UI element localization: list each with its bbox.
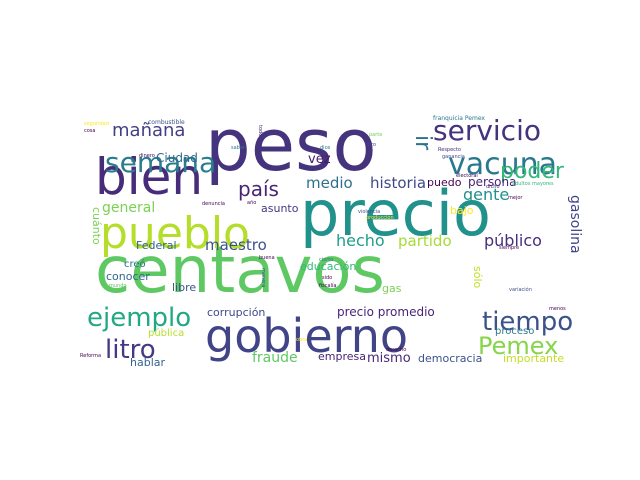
word-proceso: proceso xyxy=(495,326,534,337)
word-puedo: puedo xyxy=(427,176,462,189)
cloud-words: centavos peso precio gobierno pueblo bie… xyxy=(80,103,583,369)
word-parte: parte xyxy=(369,132,382,138)
word-partido: partido xyxy=(398,232,452,250)
word-gasolina: gasolina xyxy=(567,195,583,254)
word-pueblo: pueblo xyxy=(100,208,250,259)
word-denuncia: denuncia xyxy=(202,201,225,207)
word-Federal: Federal xyxy=(136,239,177,252)
word-empresa: empresa xyxy=(318,350,366,363)
word-Pemex: Pemex xyxy=(478,332,558,360)
word-mejor: mejor xyxy=(508,195,523,201)
word-pais: país xyxy=(238,177,279,201)
word-Ciudad: Ciudad xyxy=(156,151,198,165)
word-publico: público xyxy=(484,231,542,250)
word-manana: mañana xyxy=(112,120,185,141)
word-general: general xyxy=(102,200,155,216)
word-tiempo: tiempo xyxy=(482,307,573,337)
word-democracia: democracia xyxy=(418,352,482,365)
word-historia: historia xyxy=(370,174,426,192)
word-vacuna: vacuna xyxy=(448,147,557,182)
word-maestro: maestro xyxy=(205,236,267,254)
word-gas: gas xyxy=(382,282,402,295)
word-semana: semana xyxy=(105,146,216,179)
word-variacion: variación xyxy=(509,286,532,293)
word-conocer: conocer xyxy=(106,270,150,283)
word-Respecto: Respecto xyxy=(438,147,461,153)
word-dice: dice xyxy=(320,145,330,151)
word-sido: sido xyxy=(322,275,332,281)
word-mundo: mundo xyxy=(109,283,126,289)
word-hablar: hablar xyxy=(130,356,165,369)
word-gobierno: gobierno xyxy=(205,309,408,363)
word-precio: precio xyxy=(300,177,491,250)
word-ejemplo: ejemplo xyxy=(87,303,191,333)
word-anio: año xyxy=(247,200,256,206)
word-manera: manera xyxy=(260,268,266,287)
word-libre: libre xyxy=(172,281,196,294)
word-mismo: mismo xyxy=(367,351,411,366)
word-peso: peso xyxy=(205,103,377,187)
word-servicio: servicio xyxy=(433,114,541,147)
word-franquicia-Pemex: franquicia Pemex xyxy=(433,115,485,122)
word-derecho: derecho xyxy=(386,347,406,353)
word-buena: buena xyxy=(259,255,275,261)
word-produccion: producción xyxy=(366,214,394,221)
word-precio-promedio: precio promedio xyxy=(337,305,435,319)
word-vez: vez xyxy=(308,152,331,167)
word-ganancia: ganancia xyxy=(442,154,465,160)
word-litro: litro xyxy=(105,335,156,365)
word-menos: menos xyxy=(549,306,566,312)
word-fiscalia: fiscalía xyxy=(319,282,336,289)
word-obra: obra xyxy=(296,337,307,343)
word-seguridad: seguridad xyxy=(84,121,109,127)
word-fraude: fraude xyxy=(252,350,298,366)
word-importante: importante xyxy=(503,352,564,365)
word-educacion: educación xyxy=(300,260,356,273)
word-combustible: combustible xyxy=(148,119,185,126)
word-cuanto: cuánto xyxy=(90,207,103,245)
word-dinero: dinero xyxy=(139,153,155,159)
word-bajo: bajo xyxy=(450,204,474,217)
word-adultos-mayores: adultos mayores xyxy=(512,181,554,187)
word-libro: libro xyxy=(365,142,376,148)
word-poder: poder xyxy=(500,159,565,184)
word-dicho: dicho xyxy=(486,184,500,190)
word-corrupcion: corrupción xyxy=(207,306,265,319)
word-hecho: hecho xyxy=(336,231,385,250)
word-violencia: violencia xyxy=(358,209,380,215)
word-cosa: cosa xyxy=(84,128,95,134)
word-siempre: siempre xyxy=(499,245,519,251)
word-bien: bien xyxy=(95,148,203,206)
word-persona: persona xyxy=(468,175,517,189)
word-gente: gente xyxy=(463,185,509,204)
word-creo: creó xyxy=(124,258,146,270)
word-asunto: asunto xyxy=(261,202,299,215)
word-Reforma: Reforma xyxy=(80,353,101,359)
word-centavos: centavos xyxy=(95,234,385,308)
word-cierto: cierto xyxy=(319,257,333,263)
word-saber: saber xyxy=(231,145,246,151)
word-electoral: electoral xyxy=(456,173,478,179)
word-solo: sólo xyxy=(471,266,484,289)
word-todo: todo xyxy=(257,125,263,136)
word-publica: pública xyxy=(148,327,184,339)
word-medio: medio xyxy=(306,174,353,192)
word-ir: ir xyxy=(410,135,435,151)
